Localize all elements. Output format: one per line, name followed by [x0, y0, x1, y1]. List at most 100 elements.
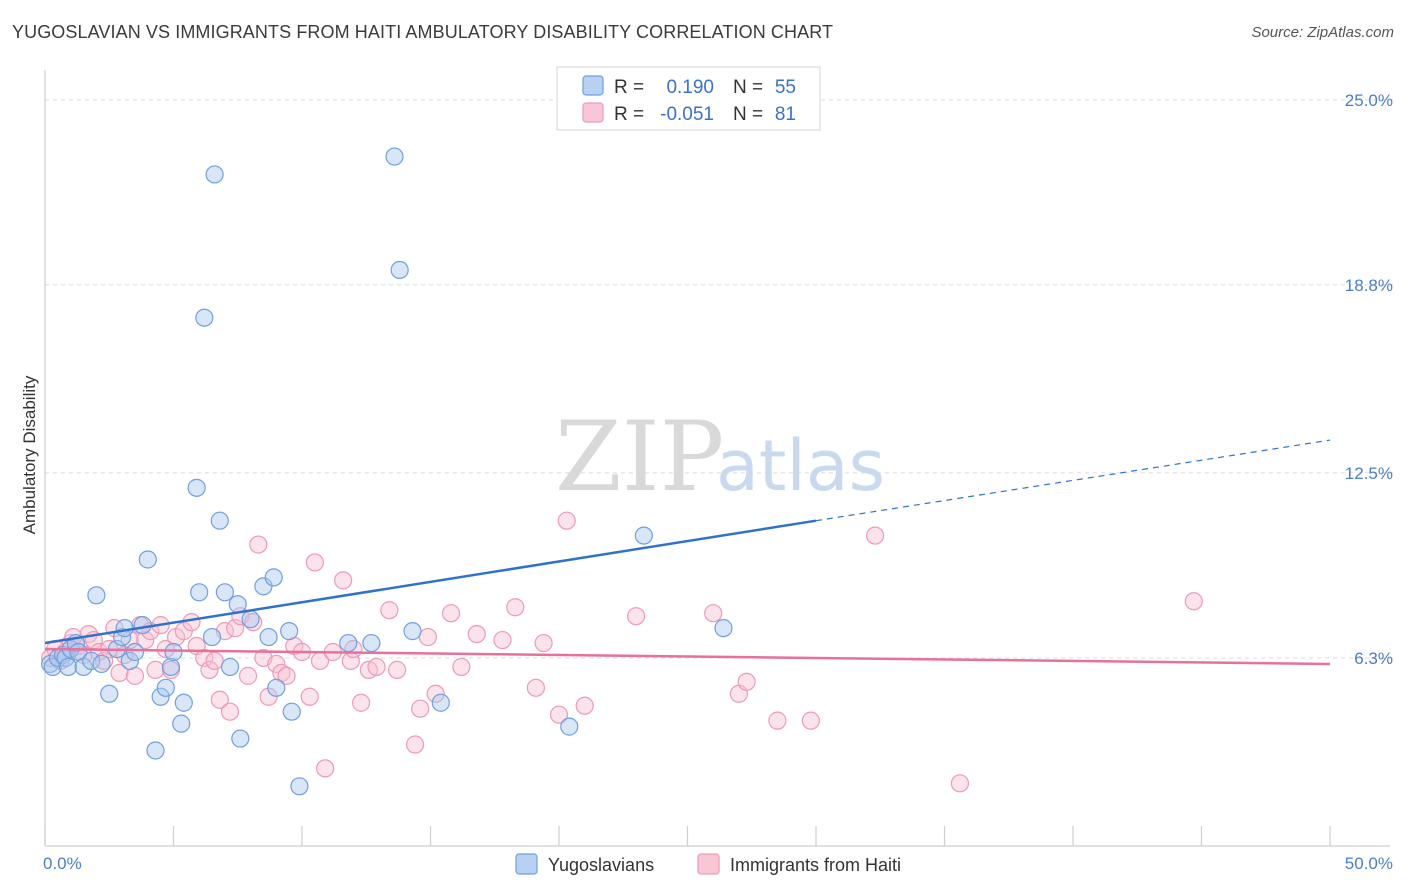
- y-tick-label-2: 18.8%: [1345, 276, 1393, 295]
- y-tick-labels: 6.3% 12.5% 18.8% 25.0%: [1345, 91, 1393, 668]
- yugoslavian-point-50: [403, 622, 422, 641]
- yugoslavian-point-21: [146, 741, 165, 760]
- yugoslavian-point-49: [390, 260, 409, 280]
- yugoslavian-point-36: [228, 595, 247, 614]
- stats-legend: R = 0.190 N = 55 R = -0.051 N = 81: [556, 66, 821, 131]
- yugoslavian-point-29: [190, 583, 209, 602]
- axes: [44, 70, 1390, 847]
- yugoslavian-point-24: [161, 657, 181, 677]
- yugoslavian-point-42: [267, 678, 286, 697]
- yugoslavian-point-16: [115, 619, 134, 638]
- y-tick-label-1: 12.5%: [1345, 464, 1393, 483]
- haiti-point-72: [557, 511, 576, 530]
- yugoslavian-point-38: [241, 610, 260, 629]
- yugoslavian-point-19: [133, 616, 152, 635]
- legend-r-label-1: R =: [614, 77, 644, 98]
- legend-swatch-haiti: [582, 102, 604, 123]
- trend-line-haiti: [44, 647, 1331, 666]
- legend-n-value-2: 81: [775, 104, 796, 125]
- haiti-point-38: [244, 613, 263, 632]
- chart-title: YUGOSLAVIAN VS IMMIGRANTS FROM HAITI AMB…: [12, 22, 834, 42]
- haiti-point-61: [411, 699, 430, 718]
- haiti-point-73: [575, 696, 594, 715]
- source-label: Source: ZipAtlas.com: [1251, 24, 1394, 41]
- legend-n-label-2: N =: [733, 104, 763, 125]
- haiti-point-60: [405, 735, 425, 754]
- legend-r-label-2: R =: [614, 104, 644, 125]
- series-haiti-points: [41, 511, 1203, 793]
- series-yugoslavian-points: [41, 147, 733, 796]
- haiti-point-70: [534, 633, 553, 653]
- yugoslavian-point-5: [59, 657, 78, 677]
- yugoslavian-point-43: [280, 622, 299, 641]
- haiti-point-50: [316, 759, 335, 778]
- watermark-atlas: atlas: [716, 425, 885, 507]
- legend-swatch-yugoslavian: [582, 75, 604, 96]
- yugoslavian-point-11: [87, 586, 106, 605]
- haiti-point-31: [205, 651, 224, 671]
- yugoslavian-point-31: [202, 627, 222, 647]
- yugoslavian-point-1: [43, 657, 62, 677]
- yugoslavian-point-22: [151, 687, 170, 706]
- haiti-point-82: [1184, 592, 1203, 611]
- yugoslavian-point-32: [205, 165, 224, 184]
- x-tick-label-min: 0.0%: [43, 854, 82, 873]
- haiti-point-55: [352, 693, 371, 712]
- haiti-point-39: [249, 535, 268, 554]
- yugoslavian-point-33: [210, 511, 229, 530]
- yugoslavian-point-40: [259, 627, 278, 647]
- yugoslavian-point-28: [187, 478, 206, 497]
- haiti-point-81: [950, 774, 970, 793]
- trend-lines: [44, 439, 1331, 666]
- haiti-point-21: [146, 660, 165, 680]
- haiti-point-37: [238, 666, 258, 685]
- haiti-point-67: [493, 630, 512, 650]
- haiti-point-52: [334, 571, 353, 590]
- haiti-point-58: [380, 601, 399, 620]
- yugoslavian-point-10: [82, 651, 101, 671]
- bottom-legend-label-yugoslavian: Yugoslavians: [548, 855, 654, 875]
- yugoslavian-point-37: [231, 729, 250, 748]
- x-tick-marks: [44, 826, 1331, 846]
- legend-r-value-2: -0.051: [660, 104, 714, 125]
- haiti-point-79: [801, 711, 820, 730]
- yugoslavian-point-53: [634, 526, 653, 545]
- haiti-point-64: [441, 604, 461, 623]
- haiti-point-47: [300, 687, 319, 706]
- yugoslavian-point-48: [385, 147, 404, 166]
- haiti-point-19: [136, 630, 155, 650]
- legend-n-value-1: 55: [775, 77, 796, 98]
- series-legend: Yugoslavians Immigrants from Haiti: [515, 853, 901, 875]
- bottom-legend-swatch-haiti: [697, 853, 720, 875]
- x-tick-label-max: 50.0%: [1345, 854, 1393, 873]
- yugoslavian-point-17: [120, 651, 139, 671]
- yugoslavian-point-34: [215, 583, 234, 602]
- haiti-point-63: [426, 684, 445, 703]
- yugoslavian-point-25: [164, 642, 183, 662]
- haiti-point-42: [267, 654, 286, 674]
- haiti-point-71: [549, 705, 569, 724]
- yugoslavian-point-27: [174, 693, 193, 712]
- haiti-point-29: [195, 648, 214, 668]
- haiti-point-77: [737, 672, 756, 691]
- yugoslavian-point-54: [714, 619, 733, 638]
- haiti-point-57: [367, 657, 386, 677]
- legend-n-label-1: N =: [733, 77, 763, 98]
- haiti-point-48: [305, 553, 324, 572]
- yugoslavian-point-41: [264, 568, 283, 587]
- haiti-point-66: [467, 624, 486, 644]
- yugoslavian-point-26: [172, 714, 191, 733]
- haiti-point-14: [110, 663, 129, 682]
- yugoslavian-point-23: [156, 678, 175, 697]
- legend-r-value-1: 0.190: [666, 77, 714, 98]
- yugoslavian-point-13: [100, 684, 119, 703]
- haiti-point-35: [226, 619, 245, 638]
- y-axis-label: Ambulatory Disability: [20, 375, 39, 534]
- haiti-point-65: [452, 657, 471, 677]
- yugoslavian-point-52: [560, 717, 579, 736]
- haiti-point-32: [210, 690, 229, 709]
- y-tick-label-3: 25.0%: [1345, 91, 1393, 110]
- trend-line-yugoslavian: [44, 519, 817, 645]
- haiti-point-59: [387, 660, 407, 680]
